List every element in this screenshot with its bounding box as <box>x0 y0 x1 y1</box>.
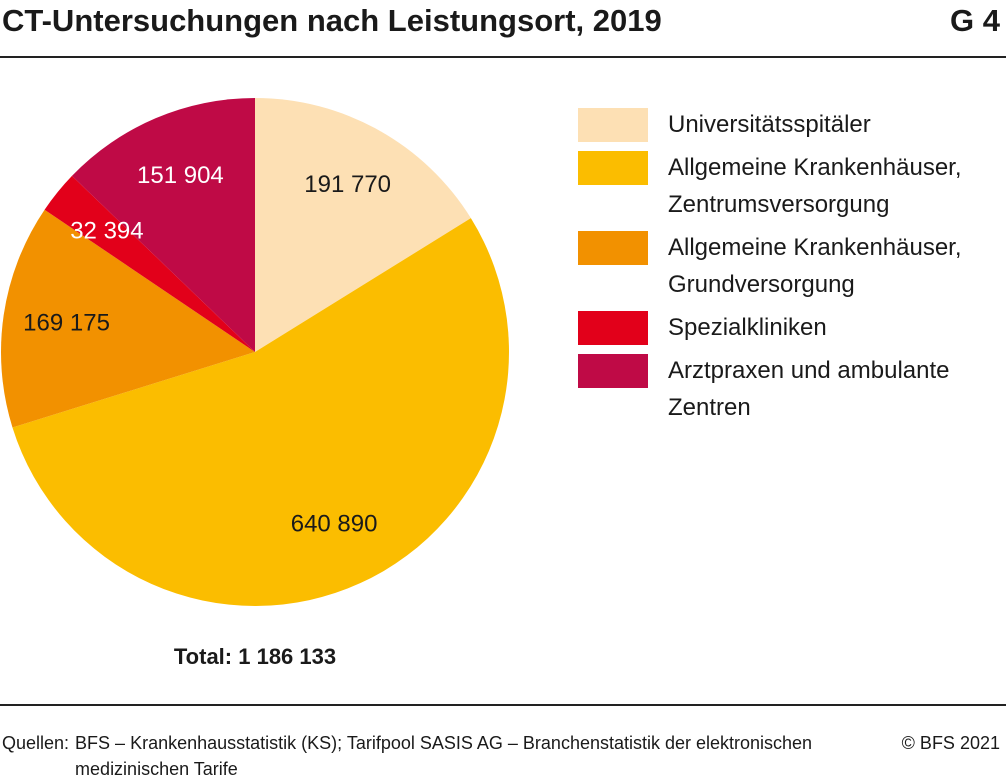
pie-slice <box>12 218 510 607</box>
legend-item: Arztpraxen und ambulante Zentren <box>578 354 1006 426</box>
legend-item: Universitätsspitäler <box>578 108 1006 143</box>
legend-label: Spezialkliniken <box>668 314 827 341</box>
total-label: Total: 1 186 133 <box>173 644 337 669</box>
legend-swatch <box>578 231 648 265</box>
legend: Universitätsspitäler Allgemeine Krankenhä… <box>578 108 1006 434</box>
legend-label: Universitätsspitäler <box>668 111 871 138</box>
pie-slice <box>255 98 471 352</box>
source-label: Quellen: <box>2 733 70 753</box>
top-rule <box>0 56 1006 58</box>
legend-swatch <box>578 151 648 185</box>
legend-label: Allgemeine Krankenhäuser, Zentrumsversor… <box>668 154 962 218</box>
value-label: 151 904 <box>137 162 224 189</box>
legend-swatch <box>578 354 648 388</box>
value-label: 640 890 <box>291 511 378 538</box>
legend-swatch <box>578 311 648 345</box>
legend-label: Allgemeine Krankenhäuser, Grundversorgun… <box>668 234 962 298</box>
chart-code: G 4 <box>950 3 1000 38</box>
value-label: 32 394 <box>70 218 143 245</box>
pie-slice <box>44 175 256 352</box>
copyright: © BFS 2021 <box>901 733 1000 753</box>
value-label: 169 175 <box>23 310 110 337</box>
value-label: 191 770 <box>304 171 391 198</box>
legend-item: Spezialkliniken <box>578 311 1006 346</box>
bottom-rule <box>0 704 1006 706</box>
legend-swatch <box>578 108 648 142</box>
pie-slice <box>71 98 256 352</box>
legend-item: Allgemeine Krankenhäuser, Zentrumsversor… <box>578 151 1006 223</box>
chart-title: CT-Untersuchungen nach Leistungsort, 201… <box>2 3 662 38</box>
pie-slice <box>1 209 256 428</box>
source-note: Quellen: BFS – Krankenhausstatistik (KS)… <box>2 730 862 782</box>
legend-label: Arztpraxen und ambulante Zentren <box>668 357 950 421</box>
source-text: BFS – Krankenhausstatistik (KS); Tarifpo… <box>75 733 813 779</box>
legend-item: Allgemeine Krankenhäuser, Grundversorgun… <box>578 231 1006 303</box>
